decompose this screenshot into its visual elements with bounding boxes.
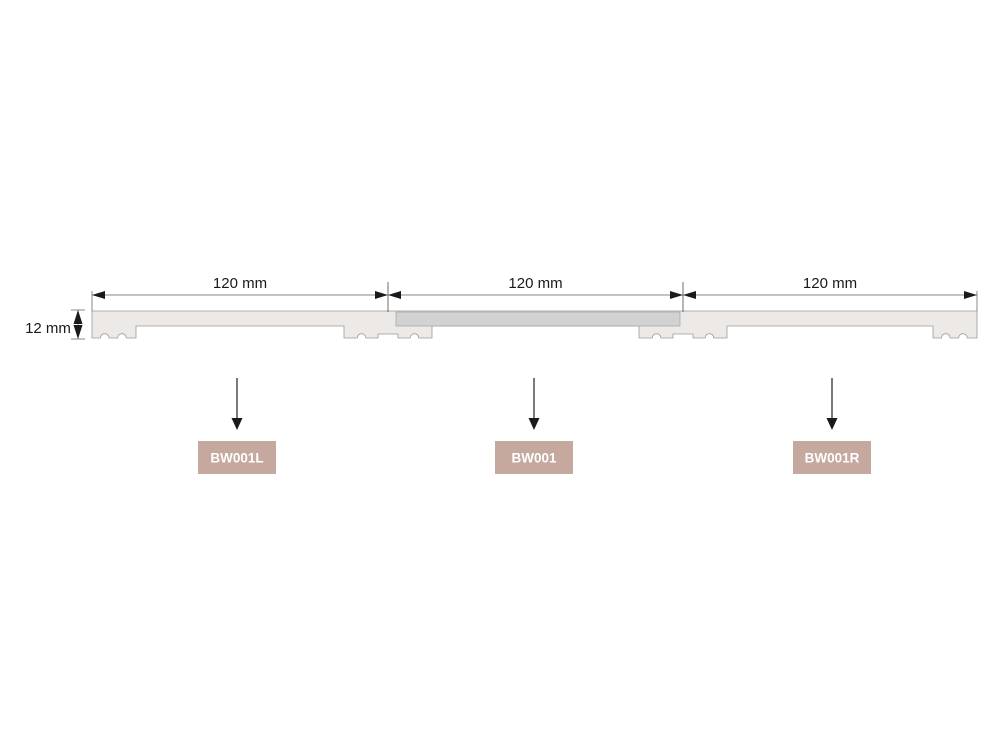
svg-text:BW001R: BW001R	[805, 451, 860, 466]
svg-text:120 mm: 120 mm	[508, 275, 562, 292]
svg-text:120 mm: 120 mm	[803, 275, 857, 292]
svg-text:BW001L: BW001L	[210, 451, 263, 466]
svg-text:120 mm: 120 mm	[213, 275, 267, 292]
svg-text:BW001: BW001	[511, 451, 557, 466]
svg-text:12 mm: 12 mm	[25, 320, 71, 337]
